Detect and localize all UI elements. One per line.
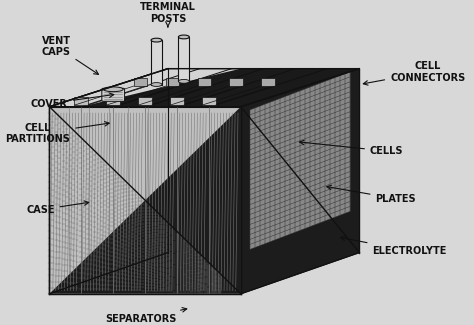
Text: CELL
CONNECTORS: CELL CONNECTORS <box>363 61 465 85</box>
Ellipse shape <box>178 35 189 39</box>
Polygon shape <box>241 69 359 294</box>
Ellipse shape <box>103 87 123 92</box>
Polygon shape <box>170 97 184 105</box>
Polygon shape <box>261 78 275 86</box>
Text: COVER: COVER <box>31 93 114 109</box>
Ellipse shape <box>151 38 162 42</box>
Polygon shape <box>165 78 179 86</box>
Polygon shape <box>250 72 350 249</box>
FancyBboxPatch shape <box>151 40 162 84</box>
Text: VENT
CAPS: VENT CAPS <box>42 36 99 74</box>
Polygon shape <box>138 97 152 105</box>
Text: SEPARATORS: SEPARATORS <box>105 307 187 323</box>
Polygon shape <box>74 97 88 105</box>
Text: CELLS: CELLS <box>300 140 403 156</box>
Text: CELL
PARTITIONS: CELL PARTITIONS <box>6 122 109 144</box>
Polygon shape <box>106 97 120 105</box>
Polygon shape <box>82 69 359 107</box>
Polygon shape <box>49 69 168 294</box>
Text: CASE: CASE <box>26 201 89 215</box>
Polygon shape <box>134 78 147 86</box>
Text: TERMINAL
POSTS: TERMINAL POSTS <box>140 2 196 27</box>
FancyBboxPatch shape <box>102 88 125 101</box>
Polygon shape <box>241 69 359 294</box>
Polygon shape <box>229 78 243 86</box>
Polygon shape <box>49 107 241 294</box>
Ellipse shape <box>151 83 162 86</box>
Polygon shape <box>49 107 241 294</box>
Text: ELECTROLYTE: ELECTROLYTE <box>340 236 447 256</box>
Ellipse shape <box>178 79 189 83</box>
Polygon shape <box>198 78 211 86</box>
Polygon shape <box>49 69 359 107</box>
Text: PLATES: PLATES <box>327 185 416 204</box>
FancyBboxPatch shape <box>178 37 189 81</box>
Polygon shape <box>202 97 216 105</box>
